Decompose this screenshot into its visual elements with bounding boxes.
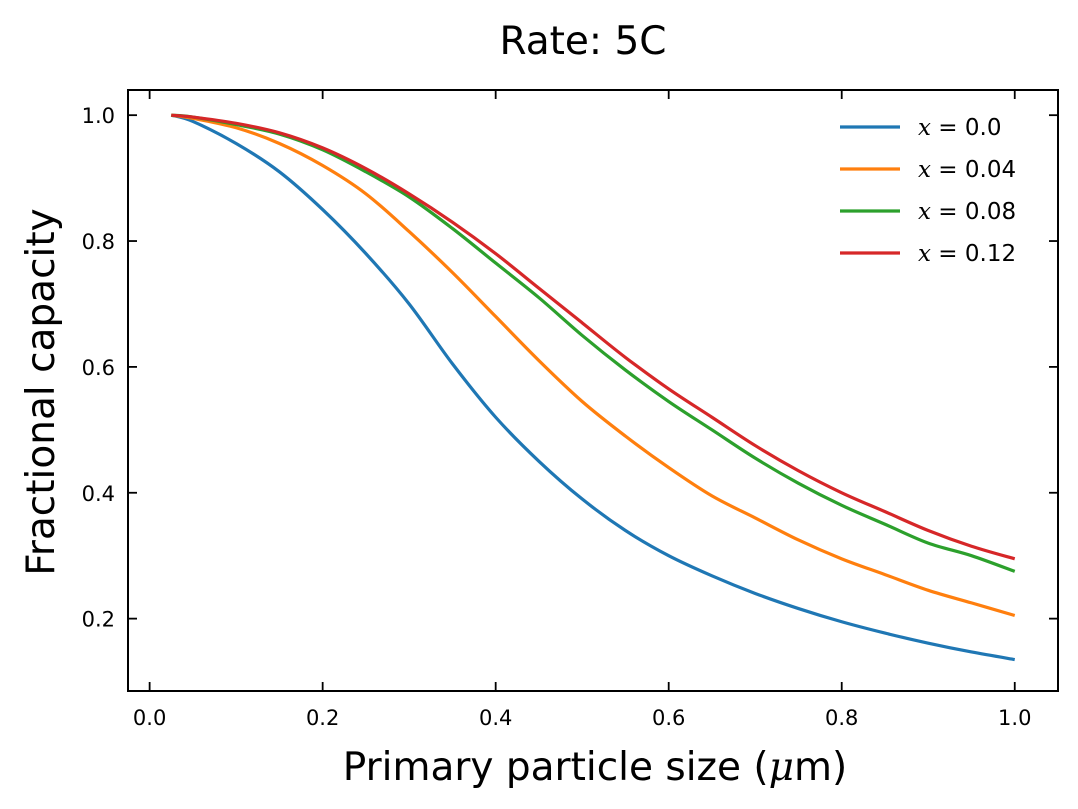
legend-item-0: x = 0.0 [840, 115, 1001, 141]
x-axis-label-unit-symbol: μ [769, 745, 794, 790]
legend-label-var: x [918, 115, 931, 141]
x-tick-label: 0.2 [306, 706, 339, 730]
x-tick-label: 0.6 [652, 706, 685, 730]
y-tick-label: 0.4 [82, 482, 115, 506]
series-line-3 [171, 113, 1016, 561]
series-line-2 [171, 113, 1016, 573]
legend-label-var: x [918, 157, 931, 183]
y-axis-label: Fractional capacity [19, 208, 64, 575]
legend-item-1: x = 0.04 [840, 157, 1016, 183]
legend-item-3: x = 0.12 [840, 241, 1016, 267]
legend-label-eq: = [931, 115, 965, 141]
legend: x = 0.0x = 0.04x = 0.08x = 0.12 [840, 115, 1016, 267]
legend-label: x = 0.12 [918, 241, 1016, 267]
legend-label-var: x [918, 241, 931, 267]
plot-frame [127, 89, 1059, 692]
x-tick-label: 0.4 [479, 706, 512, 730]
legend-label-value: 0.08 [965, 199, 1016, 225]
y-tick-label: 1.0 [82, 104, 115, 128]
legend-label: x = 0.0 [918, 115, 1001, 141]
legend-label-var: x [918, 199, 931, 225]
y-tick-label: 0.2 [82, 608, 115, 632]
legend-label-value: 0.0 [965, 115, 1002, 141]
legend-label-value: 0.04 [965, 157, 1016, 183]
legend-label: x = 0.04 [918, 157, 1016, 183]
x-axis-label: Primary particle size (μm) [343, 745, 847, 790]
legend-item-2: x = 0.08 [840, 199, 1016, 225]
y-tick-label: 0.6 [82, 356, 115, 380]
x-tick-label: 0.0 [133, 706, 166, 730]
y-tick-label: 0.8 [82, 230, 115, 254]
x-tick-label: 0.8 [825, 706, 858, 730]
legend-label-eq: = [931, 241, 965, 267]
chart-title: Rate: 5C [499, 19, 666, 64]
series-line-1 [171, 113, 1016, 618]
legend-label-eq: = [931, 157, 965, 183]
legend-label: x = 0.08 [918, 199, 1016, 225]
x-axis-label-prefix: Primary particle size ( [343, 745, 769, 790]
legend-label-value: 0.12 [965, 241, 1016, 267]
x-axis-label-suffix: m) [794, 745, 847, 790]
x-tick-label: 1.0 [998, 706, 1031, 730]
legend-label-eq: = [931, 199, 965, 225]
series-line-0 [170, 113, 1016, 662]
